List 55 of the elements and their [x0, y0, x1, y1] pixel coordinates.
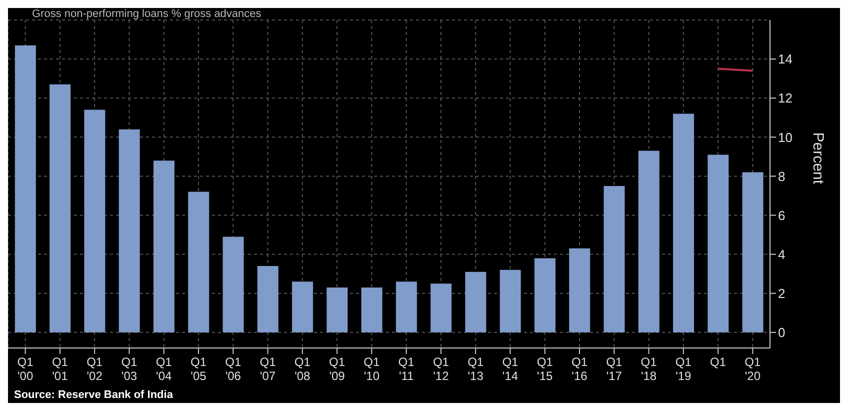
x-tick-label: Q1 '09: [329, 355, 346, 383]
y-tick-label: 8: [778, 168, 786, 184]
bar: [292, 282, 314, 332]
bar: [430, 284, 452, 332]
x-tick-label: Q1 '05: [190, 355, 207, 383]
bar: [257, 266, 278, 332]
x-tick-label: Q1 '04: [156, 355, 172, 383]
y-tick-label: 2: [778, 286, 786, 301]
x-tick-label: Q1 '17: [606, 355, 622, 383]
y-axis-title: Percent: [810, 132, 827, 185]
bar: [50, 84, 71, 332]
chart-title: Gross non-performing loans % gross advances: [32, 8, 262, 20]
x-tick-label: Q1 '11: [398, 355, 415, 383]
y-tick-label: 10: [778, 130, 792, 145]
y-tick-label: 0: [778, 324, 786, 340]
x-tick-label: Q1 '07: [260, 355, 276, 383]
x-tick-label: Q1 '18: [640, 355, 658, 383]
y-tick-label: 12: [778, 90, 792, 106]
bar: [222, 236, 244, 332]
bar: [188, 192, 210, 332]
bar: [708, 154, 729, 332]
source-note: Source: Reserve Bank of India: [14, 389, 173, 401]
bar: [153, 160, 174, 332]
bar: [742, 172, 764, 332]
x-tick-label: Q1 '14: [502, 355, 519, 383]
bar: [326, 287, 348, 332]
x-tick-label: Q1 '12: [432, 355, 450, 383]
bar: [396, 282, 417, 332]
bar: [500, 270, 521, 332]
bar: [465, 272, 486, 332]
x-tick-label: Q1 '00: [17, 355, 34, 383]
bar: [361, 287, 382, 332]
x-tick-label: Q1: [710, 355, 726, 369]
bar: [638, 150, 660, 332]
x-tick-label: Q1 '20: [744, 355, 762, 383]
bar: [84, 110, 106, 332]
x-tick-label: Q1 '16: [571, 355, 588, 383]
x-tick-label: Q1 '19: [675, 355, 692, 383]
y-tick-label: 4: [778, 246, 786, 262]
x-tick-label: Q1 '01: [52, 355, 68, 383]
y-tick-label: 14: [778, 52, 792, 67]
x-tick-label: Q1 '06: [225, 355, 242, 383]
bar: [534, 258, 556, 332]
bar: [604, 186, 625, 332]
x-tick-label: Q1 '02: [86, 355, 103, 383]
x-tick-label: Q1 '10: [364, 355, 380, 383]
x-tick-label: Q1 '08: [294, 355, 311, 383]
bar: [673, 114, 694, 332]
bar: [14, 45, 36, 332]
x-tick-label: Q1 '13: [468, 355, 484, 383]
x-tick-label: Q1 '03: [121, 355, 138, 383]
bar: [569, 248, 590, 332]
y-tick-label: 6: [778, 208, 786, 223]
bar: [118, 129, 140, 332]
x-tick-label: Q1 '15: [536, 355, 554, 383]
